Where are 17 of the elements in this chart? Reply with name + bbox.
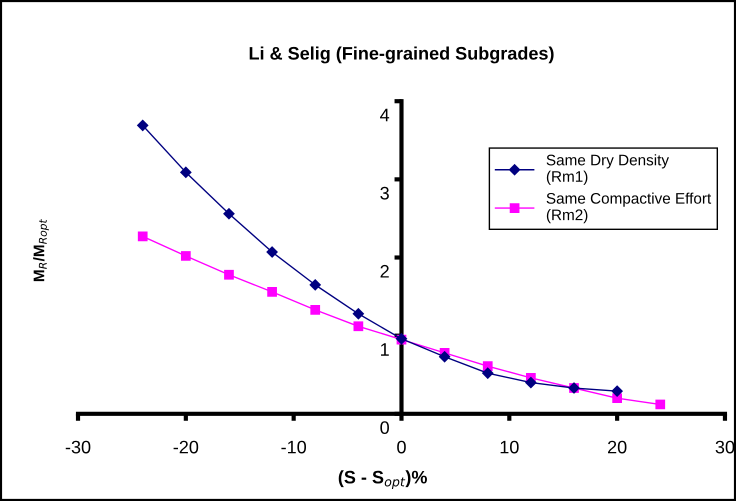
- x-tick-label: 30: [716, 440, 734, 454]
- x-tick-label: -30: [66, 440, 90, 454]
- y-tick-label: 3: [380, 186, 389, 200]
- y-tick-label: 1: [381, 343, 389, 356]
- legend-label: Same Dry Density (Rm1): [546, 154, 669, 185]
- x-tick-label: 20: [608, 440, 626, 454]
- y-tick-label: 2: [380, 264, 389, 278]
- x-tick-label: 0: [397, 440, 406, 454]
- y-tick-label: 0: [380, 421, 389, 434]
- x-axis-title: (S - S$_{opt}$)%: [338, 470, 427, 489]
- chart-title: Li & Selig (Fine-grained Subgrades): [250, 46, 554, 64]
- y-tick-label: 4: [380, 108, 390, 122]
- x-tick-label: -10: [281, 440, 306, 454]
- y-axis-title: M$_{R}$/M$_{Ropt}$: [33, 219, 49, 282]
- x-tick-label: 10: [500, 440, 519, 454]
- legend-label: Same Compactive Effort (Rm2): [546, 192, 712, 224]
- x-tick-label: -20: [174, 440, 198, 454]
